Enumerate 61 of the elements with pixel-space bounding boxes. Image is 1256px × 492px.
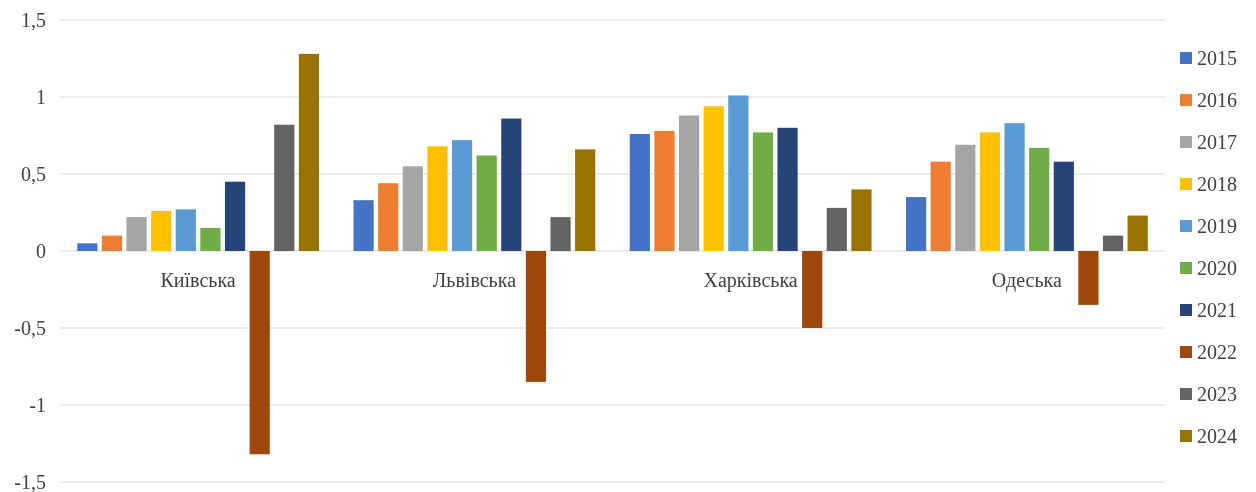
legend-label: 2022	[1197, 341, 1237, 363]
x-tick-label: Харківська	[703, 269, 798, 292]
bar	[1102, 235, 1124, 251]
bar	[126, 217, 147, 251]
y-tick-label: -0,5	[14, 317, 46, 339]
y-tick-label: 0	[36, 240, 46, 262]
x-tick-label: Одеська	[991, 269, 1062, 292]
bar	[629, 133, 650, 251]
bar	[955, 144, 976, 251]
bar	[1004, 123, 1025, 251]
bar	[77, 243, 98, 251]
y-tick-label: 1,5	[21, 9, 46, 31]
bar	[1127, 215, 1148, 251]
y-tick-label: 0,5	[21, 163, 46, 185]
bar	[353, 200, 374, 251]
bar	[752, 132, 774, 251]
bar	[175, 209, 196, 251]
bar	[101, 235, 123, 251]
legend-label: 2019	[1197, 215, 1237, 237]
legend-label: 2021	[1197, 299, 1237, 321]
bar	[224, 181, 246, 251]
bar	[151, 210, 172, 251]
bar	[378, 183, 399, 251]
bar	[1053, 161, 1074, 251]
bar	[402, 166, 423, 251]
bar	[451, 140, 473, 251]
bar	[200, 227, 221, 251]
bar	[851, 189, 872, 251]
bar	[728, 95, 749, 251]
bar	[274, 124, 295, 251]
x-tick-label: Львівська	[432, 269, 517, 291]
legend-label: 2020	[1197, 257, 1237, 279]
bar	[427, 146, 448, 251]
legend-label: 2018	[1197, 173, 1237, 195]
bar	[298, 53, 320, 251]
bar	[802, 251, 823, 328]
legend-label: 2017	[1197, 131, 1237, 153]
legend-label: 2016	[1197, 89, 1237, 111]
bar	[1029, 147, 1050, 251]
bar	[476, 155, 497, 251]
y-tick-label: -1,5	[14, 471, 46, 492]
bar	[826, 207, 847, 251]
bar	[905, 197, 927, 251]
bar	[678, 115, 700, 251]
bar	[979, 132, 1001, 251]
legend-label: 2024	[1197, 425, 1237, 447]
y-tick-label: 1	[36, 86, 46, 108]
bar	[777, 127, 798, 251]
bar	[575, 149, 596, 251]
y-tick-label: -1	[29, 394, 46, 416]
legend-label: 2015	[1197, 47, 1237, 69]
bar	[930, 161, 951, 251]
bar	[249, 251, 270, 455]
bar	[703, 106, 724, 251]
legend-label: 2023	[1197, 383, 1237, 405]
bar	[654, 130, 675, 251]
bar	[550, 217, 571, 251]
x-tick-label: Київська	[160, 269, 236, 291]
bar	[1078, 251, 1099, 305]
bar	[501, 118, 522, 251]
bar	[525, 251, 547, 382]
